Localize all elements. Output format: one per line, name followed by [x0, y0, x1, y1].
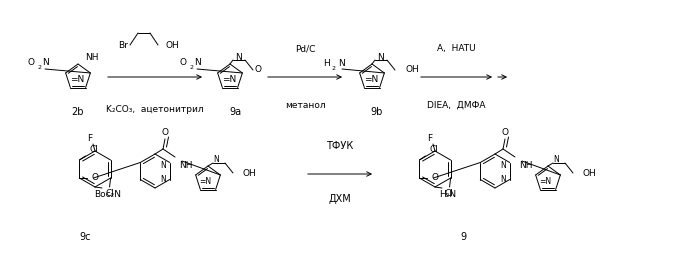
Text: =N: =N	[222, 75, 236, 84]
Text: NH: NH	[179, 161, 193, 170]
Text: N: N	[500, 175, 505, 184]
Text: H: H	[323, 60, 330, 68]
Text: N: N	[377, 53, 384, 62]
Text: ДХМ: ДХМ	[328, 194, 351, 204]
Text: 9b: 9b	[371, 107, 383, 117]
Text: Cl: Cl	[445, 189, 454, 198]
Text: =N: =N	[199, 177, 212, 186]
Text: Br: Br	[118, 40, 128, 49]
Text: Pd/C: Pd/C	[295, 45, 315, 54]
Text: N: N	[338, 60, 345, 68]
Text: Cl: Cl	[90, 145, 98, 154]
Text: Cl: Cl	[429, 145, 438, 154]
Text: 9: 9	[460, 232, 466, 242]
Text: Cl: Cl	[105, 189, 114, 198]
Text: N: N	[160, 175, 166, 184]
Text: N: N	[42, 59, 49, 68]
Text: 9c: 9c	[79, 232, 91, 242]
Text: N: N	[213, 155, 218, 164]
Text: метанол: метанол	[285, 100, 326, 110]
Text: N: N	[553, 155, 559, 164]
Text: 2: 2	[37, 65, 41, 70]
Text: OH: OH	[243, 169, 257, 177]
Text: =N: =N	[69, 75, 84, 84]
Text: OH: OH	[583, 169, 596, 177]
Text: O: O	[431, 174, 438, 183]
Text: OH: OH	[166, 40, 180, 49]
Text: N: N	[194, 59, 201, 68]
Text: O: O	[162, 128, 169, 137]
Text: F: F	[88, 134, 92, 143]
Text: H₂N: H₂N	[439, 190, 456, 199]
Text: 9a: 9a	[229, 107, 241, 117]
Text: N: N	[160, 162, 166, 170]
Text: 2: 2	[332, 66, 336, 71]
Text: K₂CO₃,  ацетонитрил: K₂CO₃, ацетонитрил	[106, 104, 204, 113]
Text: =N: =N	[363, 75, 378, 84]
Text: F: F	[428, 134, 433, 143]
Text: O: O	[501, 128, 508, 137]
Text: O: O	[28, 59, 35, 68]
Text: DIEA,  ДМФА: DIEA, ДМФА	[427, 100, 486, 110]
Text: O: O	[92, 174, 99, 183]
Text: NH: NH	[519, 161, 533, 170]
Text: Boc₂N: Boc₂N	[94, 190, 121, 199]
Text: A,  HATU: A, HATU	[438, 45, 476, 54]
Text: NH: NH	[85, 53, 99, 62]
Text: N: N	[235, 53, 241, 62]
Text: N: N	[500, 162, 505, 170]
Text: O: O	[255, 66, 262, 75]
Text: ТФУК: ТФУК	[326, 141, 354, 151]
Text: 2b: 2b	[71, 107, 84, 117]
Text: O: O	[180, 59, 187, 68]
Text: OH: OH	[405, 66, 419, 75]
Text: =N: =N	[540, 177, 552, 186]
Text: 2: 2	[189, 65, 193, 70]
